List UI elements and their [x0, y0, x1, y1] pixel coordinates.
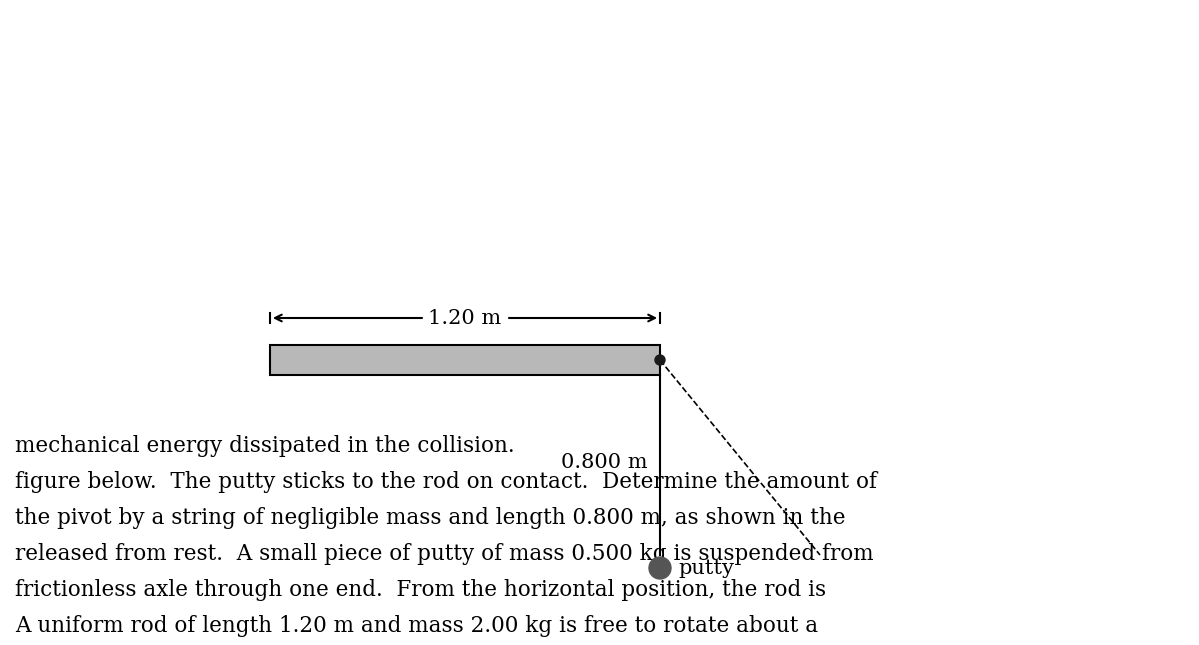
Text: released from rest.  A small piece of putty of mass 0.500 kg is suspended from: released from rest. A small piece of put… — [16, 543, 874, 565]
Text: the pivot by a string of negligible mass and length 0.800 m, as shown in the: the pivot by a string of negligible mass… — [16, 507, 845, 529]
Circle shape — [649, 557, 671, 579]
Text: 1.20 m: 1.20 m — [428, 308, 501, 328]
Text: figure below.  The putty sticks to the rod on contact.  Determine the amount of: figure below. The putty sticks to the ro… — [16, 471, 876, 493]
Text: A uniform rod of length 1.20 m and mass 2.00 kg is free to rotate about a: A uniform rod of length 1.20 m and mass … — [16, 615, 818, 637]
Text: mechanical energy dissipated in the collision.: mechanical energy dissipated in the coll… — [16, 435, 514, 457]
Circle shape — [655, 355, 665, 365]
Bar — [270, 345, 659, 375]
Text: putty: putty — [677, 559, 734, 577]
Text: 0.800 m: 0.800 m — [561, 453, 647, 473]
Text: frictionless axle through one end.  From the horizontal position, the rod is: frictionless axle through one end. From … — [16, 579, 826, 601]
